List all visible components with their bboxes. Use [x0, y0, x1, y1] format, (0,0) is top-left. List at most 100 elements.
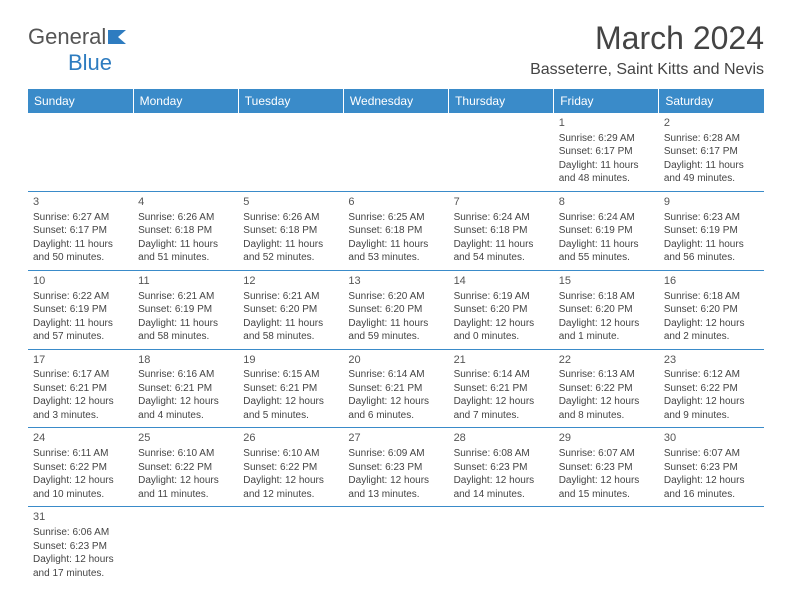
sunrise-text: Sunrise: 6:11 AM: [33, 447, 128, 461]
daylight-text: Daylight: 11 hours and 54 minutes.: [454, 238, 549, 265]
calendar-week: 31Sunrise: 6:06 AMSunset: 6:23 PMDayligh…: [28, 507, 764, 585]
calendar-day: 3Sunrise: 6:27 AMSunset: 6:17 PMDaylight…: [28, 191, 133, 270]
sunrise-text: Sunrise: 6:17 AM: [33, 368, 128, 382]
sunset-text: Sunset: 6:21 PM: [33, 382, 128, 396]
sunrise-text: Sunrise: 6:19 AM: [454, 290, 549, 304]
header: GeneralBlue March 2024 Basseterre, Saint…: [28, 20, 764, 79]
calendar-day: 19Sunrise: 6:15 AMSunset: 6:21 PMDayligh…: [238, 349, 343, 428]
day-number: 16: [664, 274, 759, 289]
sunrise-text: Sunrise: 6:29 AM: [559, 132, 654, 146]
calendar-day-empty: [238, 113, 343, 191]
sunset-text: Sunset: 6:17 PM: [664, 145, 759, 159]
daylight-text: Daylight: 12 hours and 1 minute.: [559, 317, 654, 344]
day-number: 27: [348, 431, 443, 446]
calendar-day-empty: [449, 113, 554, 191]
calendar-day: 7Sunrise: 6:24 AMSunset: 6:18 PMDaylight…: [449, 191, 554, 270]
sunset-text: Sunset: 6:18 PM: [348, 224, 443, 238]
day-number: 29: [559, 431, 654, 446]
day-number: 23: [664, 353, 759, 368]
calendar-day: 14Sunrise: 6:19 AMSunset: 6:20 PMDayligh…: [449, 270, 554, 349]
sunrise-text: Sunrise: 6:22 AM: [33, 290, 128, 304]
sunrise-text: Sunrise: 6:07 AM: [559, 447, 654, 461]
calendar-day: 21Sunrise: 6:14 AMSunset: 6:21 PMDayligh…: [449, 349, 554, 428]
day-header: Friday: [554, 89, 659, 113]
sunset-text: Sunset: 6:22 PM: [33, 461, 128, 475]
day-number: 30: [664, 431, 759, 446]
sunrise-text: Sunrise: 6:25 AM: [348, 211, 443, 225]
calendar-week: 17Sunrise: 6:17 AMSunset: 6:21 PMDayligh…: [28, 349, 764, 428]
sunset-text: Sunset: 6:19 PM: [664, 224, 759, 238]
daylight-text: Daylight: 11 hours and 57 minutes.: [33, 317, 128, 344]
calendar-day-empty: [133, 113, 238, 191]
calendar-day: 8Sunrise: 6:24 AMSunset: 6:19 PMDaylight…: [554, 191, 659, 270]
calendar-day: 30Sunrise: 6:07 AMSunset: 6:23 PMDayligh…: [659, 428, 764, 507]
day-header: Thursday: [449, 89, 554, 113]
daylight-text: Daylight: 12 hours and 11 minutes.: [138, 474, 233, 501]
sunrise-text: Sunrise: 6:13 AM: [559, 368, 654, 382]
calendar-day-empty: [554, 507, 659, 585]
daylight-text: Daylight: 11 hours and 51 minutes.: [138, 238, 233, 265]
calendar-day: 13Sunrise: 6:20 AMSunset: 6:20 PMDayligh…: [343, 270, 448, 349]
day-number: 24: [33, 431, 128, 446]
day-header: Sunday: [28, 89, 133, 113]
daylight-text: Daylight: 11 hours and 58 minutes.: [243, 317, 338, 344]
sunset-text: Sunset: 6:22 PM: [243, 461, 338, 475]
day-header: Monday: [133, 89, 238, 113]
daylight-text: Daylight: 11 hours and 53 minutes.: [348, 238, 443, 265]
day-number: 25: [138, 431, 233, 446]
calendar-day: 28Sunrise: 6:08 AMSunset: 6:23 PMDayligh…: [449, 428, 554, 507]
calendar-day-empty: [449, 507, 554, 585]
day-header-row: SundayMondayTuesdayWednesdayThursdayFrid…: [28, 89, 764, 113]
daylight-text: Daylight: 12 hours and 9 minutes.: [664, 395, 759, 422]
sunrise-text: Sunrise: 6:26 AM: [138, 211, 233, 225]
sunset-text: Sunset: 6:23 PM: [348, 461, 443, 475]
day-number: 12: [243, 274, 338, 289]
month-title: March 2024: [530, 20, 764, 57]
calendar-day-empty: [343, 507, 448, 585]
daylight-text: Daylight: 11 hours and 48 minutes.: [559, 159, 654, 186]
calendar-day: 31Sunrise: 6:06 AMSunset: 6:23 PMDayligh…: [28, 507, 133, 585]
calendar-day: 1Sunrise: 6:29 AMSunset: 6:17 PMDaylight…: [554, 113, 659, 191]
sunrise-text: Sunrise: 6:08 AM: [454, 447, 549, 461]
sunset-text: Sunset: 6:18 PM: [138, 224, 233, 238]
sunset-text: Sunset: 6:22 PM: [664, 382, 759, 396]
title-block: March 2024 Basseterre, Saint Kitts and N…: [530, 20, 764, 79]
day-number: 3: [33, 195, 128, 210]
calendar-week: 24Sunrise: 6:11 AMSunset: 6:22 PMDayligh…: [28, 428, 764, 507]
day-number: 20: [348, 353, 443, 368]
sunset-text: Sunset: 6:23 PM: [33, 540, 128, 554]
daylight-text: Daylight: 12 hours and 10 minutes.: [33, 474, 128, 501]
daylight-text: Daylight: 12 hours and 3 minutes.: [33, 395, 128, 422]
daylight-text: Daylight: 12 hours and 0 minutes.: [454, 317, 549, 344]
day-number: 2: [664, 116, 759, 131]
logo-flag-icon: [108, 24, 130, 50]
day-header: Tuesday: [238, 89, 343, 113]
day-number: 17: [33, 353, 128, 368]
daylight-text: Daylight: 11 hours and 50 minutes.: [33, 238, 128, 265]
day-number: 1: [559, 116, 654, 131]
calendar-day: 11Sunrise: 6:21 AMSunset: 6:19 PMDayligh…: [133, 270, 238, 349]
day-header: Wednesday: [343, 89, 448, 113]
sunrise-text: Sunrise: 6:09 AM: [348, 447, 443, 461]
daylight-text: Daylight: 12 hours and 14 minutes.: [454, 474, 549, 501]
calendar-day: 2Sunrise: 6:28 AMSunset: 6:17 PMDaylight…: [659, 113, 764, 191]
sunrise-text: Sunrise: 6:23 AM: [664, 211, 759, 225]
calendar-day: 22Sunrise: 6:13 AMSunset: 6:22 PMDayligh…: [554, 349, 659, 428]
daylight-text: Daylight: 11 hours and 59 minutes.: [348, 317, 443, 344]
daylight-text: Daylight: 12 hours and 7 minutes.: [454, 395, 549, 422]
sunset-text: Sunset: 6:17 PM: [559, 145, 654, 159]
daylight-text: Daylight: 11 hours and 55 minutes.: [559, 238, 654, 265]
sunrise-text: Sunrise: 6:21 AM: [138, 290, 233, 304]
sunrise-text: Sunrise: 6:24 AM: [559, 211, 654, 225]
calendar-day: 23Sunrise: 6:12 AMSunset: 6:22 PMDayligh…: [659, 349, 764, 428]
daylight-text: Daylight: 12 hours and 5 minutes.: [243, 395, 338, 422]
sunset-text: Sunset: 6:21 PM: [243, 382, 338, 396]
sunset-text: Sunset: 6:17 PM: [33, 224, 128, 238]
sunrise-text: Sunrise: 6:20 AM: [348, 290, 443, 304]
sunrise-text: Sunrise: 6:16 AM: [138, 368, 233, 382]
day-number: 9: [664, 195, 759, 210]
day-number: 10: [33, 274, 128, 289]
sunset-text: Sunset: 6:23 PM: [559, 461, 654, 475]
sunrise-text: Sunrise: 6:18 AM: [664, 290, 759, 304]
logo-text-general: General: [28, 24, 106, 49]
